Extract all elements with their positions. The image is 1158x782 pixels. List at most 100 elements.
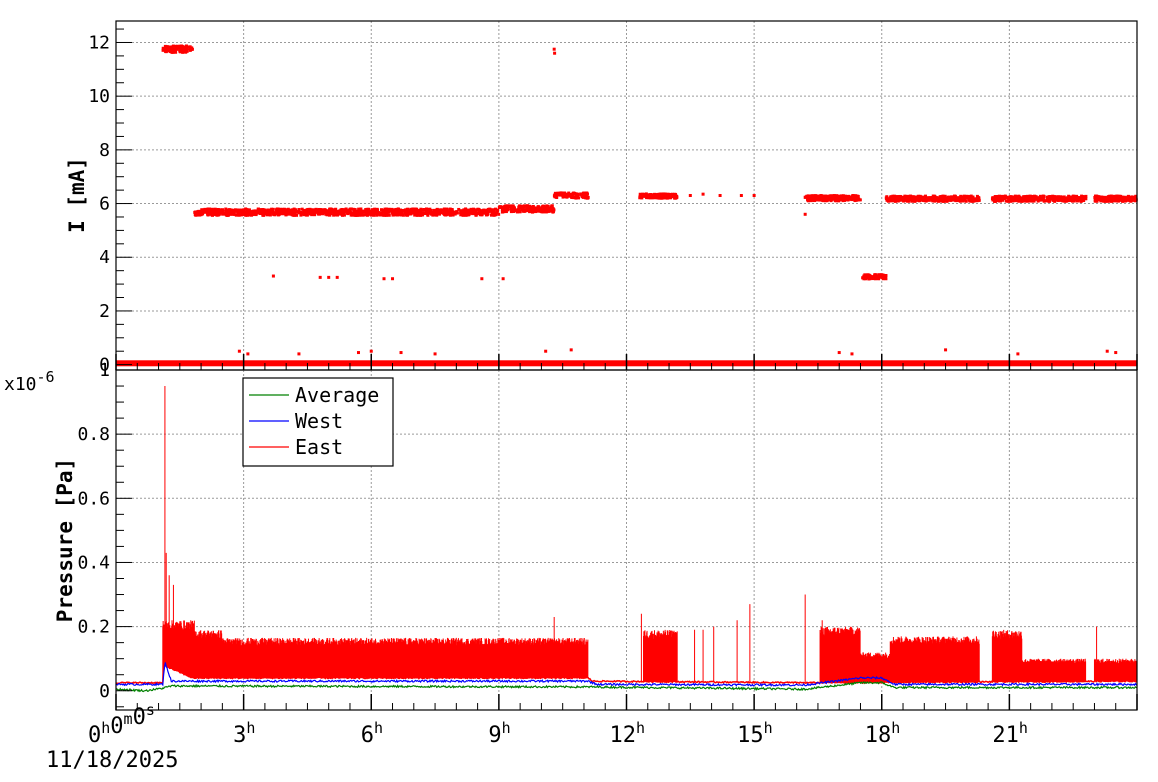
- current-point: [506, 204, 510, 208]
- current-point: [471, 208, 475, 212]
- current-point: [1126, 196, 1130, 200]
- current-point: [237, 349, 241, 353]
- current-point: [570, 193, 574, 197]
- current-point: [999, 199, 1003, 203]
- current-point: [413, 213, 417, 217]
- current-point: [1075, 199, 1079, 203]
- legend-label-west: West: [295, 409, 343, 433]
- current-point: [1056, 198, 1060, 202]
- current-point: [306, 207, 310, 211]
- series-west: [115, 662, 1138, 688]
- current-point: [323, 209, 327, 213]
- current-point: [1038, 196, 1042, 200]
- current-point: [894, 199, 898, 203]
- current-point: [850, 198, 854, 202]
- current-point: [381, 213, 385, 217]
- current-point: [424, 207, 428, 211]
- current-point: [392, 208, 396, 212]
- current-point: [193, 210, 197, 214]
- current-point: [416, 213, 420, 217]
- current-point: [270, 207, 274, 211]
- current-point: [304, 213, 308, 217]
- current-point: [295, 213, 299, 217]
- current-point: [1122, 195, 1126, 199]
- current-point: [811, 198, 815, 202]
- current-point: [485, 208, 489, 212]
- current-point: [688, 194, 692, 197]
- current-y-tick-label: 0: [99, 355, 110, 376]
- current-point: [586, 195, 590, 199]
- current-point: [1004, 195, 1008, 199]
- current-point: [414, 207, 418, 211]
- current-point: [977, 196, 981, 200]
- current-y-tick-label: 10: [88, 86, 110, 107]
- current-point: [1063, 199, 1067, 203]
- current-point: [1124, 196, 1128, 200]
- current-point: [964, 199, 968, 203]
- current-point: [542, 209, 546, 213]
- current-point: [315, 208, 319, 212]
- current-point: [1133, 199, 1137, 203]
- current-point: [916, 194, 920, 198]
- current-point: [539, 209, 543, 213]
- current-point: [657, 196, 661, 200]
- current-point: [519, 205, 523, 209]
- current-point: [178, 44, 182, 48]
- current-point: [1115, 194, 1119, 198]
- current-point: [1133, 195, 1137, 199]
- current-point: [654, 193, 658, 197]
- current-point: [552, 194, 556, 198]
- current-point: [387, 213, 391, 217]
- current-point: [344, 209, 348, 213]
- current-point: [1041, 194, 1045, 198]
- current-point: [171, 44, 175, 48]
- current-point: [961, 195, 965, 199]
- current-point: [445, 212, 449, 216]
- current-point: [1037, 198, 1041, 202]
- current-point: [492, 213, 496, 217]
- current-point: [1017, 199, 1021, 203]
- current-point: [206, 212, 210, 216]
- current-point: [234, 213, 238, 217]
- current-point: [643, 193, 647, 197]
- current-point: [406, 211, 410, 215]
- current-point: [422, 208, 426, 212]
- current-point: [670, 193, 674, 197]
- current-point: [426, 213, 430, 217]
- current-point: [1078, 197, 1082, 201]
- current-point: [649, 193, 653, 197]
- current-point: [992, 199, 996, 203]
- current-point: [370, 208, 374, 212]
- current-point: [718, 194, 722, 197]
- current-point: [898, 194, 902, 198]
- current-point: [558, 193, 562, 197]
- current-point: [944, 348, 948, 352]
- current-point: [174, 45, 178, 49]
- current-point: [1049, 195, 1053, 199]
- current-point: [435, 207, 439, 211]
- current-point: [484, 213, 488, 217]
- current-point: [359, 207, 363, 211]
- current-point: [273, 213, 277, 217]
- current-point: [569, 348, 573, 352]
- current-point: [939, 198, 943, 202]
- current-point: [256, 207, 260, 211]
- current-point: [511, 207, 515, 211]
- current-point: [188, 46, 192, 50]
- current-point: [242, 213, 246, 217]
- current-point: [1015, 195, 1019, 199]
- current-point: [1101, 195, 1105, 199]
- current-point: [449, 210, 453, 214]
- current-point: [508, 205, 512, 209]
- current-point: [394, 207, 398, 211]
- current-point: [900, 198, 904, 202]
- current-point: [851, 195, 855, 199]
- current-point: [294, 209, 298, 213]
- current-point: [313, 210, 317, 214]
- current-point: [547, 209, 551, 213]
- current-point: [413, 211, 417, 215]
- current-point: [417, 209, 421, 213]
- current-point: [421, 208, 425, 212]
- current-point: [1075, 195, 1079, 199]
- current-point: [872, 277, 876, 281]
